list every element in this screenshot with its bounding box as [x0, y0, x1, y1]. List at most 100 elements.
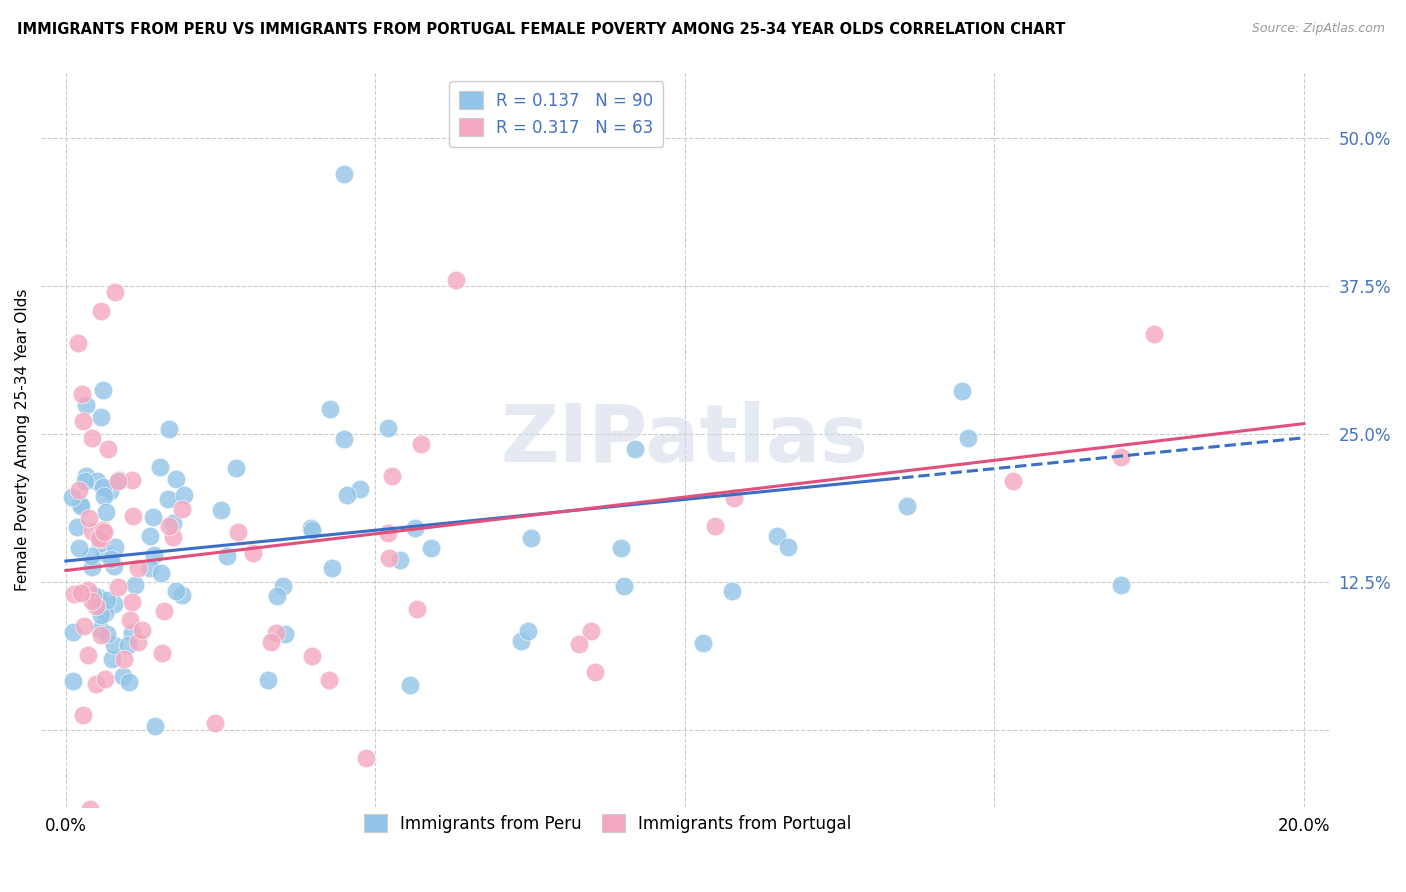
Point — [260, 634, 283, 648]
Point — [103, 597, 125, 611]
Point — [404, 520, 426, 534]
Point — [89, 622, 111, 636]
Point — [157, 519, 180, 533]
Point — [411, 437, 433, 451]
Point — [209, 503, 232, 517]
Point — [720, 583, 742, 598]
Point — [107, 474, 129, 488]
Point — [97, 442, 120, 456]
Point — [170, 502, 193, 516]
Point — [75, 398, 97, 412]
Point — [333, 167, 356, 181]
Point — [517, 624, 540, 638]
Point — [157, 492, 180, 507]
Point — [419, 541, 441, 555]
Text: Source: ZipAtlas.com: Source: ZipAtlas.com — [1251, 22, 1385, 36]
Point — [520, 531, 543, 545]
Point — [80, 524, 103, 538]
Point — [89, 536, 111, 550]
Point — [87, 531, 110, 545]
Point — [117, 638, 139, 652]
Point — [165, 583, 187, 598]
Y-axis label: Female Poverty Among 25-34 Year Olds: Female Poverty Among 25-34 Year Olds — [15, 289, 30, 591]
Point — [66, 519, 89, 533]
Point — [91, 384, 114, 398]
Point — [150, 646, 173, 660]
Point — [67, 483, 90, 498]
Point — [333, 433, 356, 447]
Point — [96, 626, 118, 640]
Point — [77, 582, 100, 597]
Point — [93, 480, 115, 494]
Point — [299, 521, 322, 535]
Point — [444, 273, 467, 287]
Point — [69, 586, 91, 600]
Point — [63, 587, 86, 601]
Point — [89, 533, 111, 548]
Point — [93, 606, 115, 620]
Point — [1002, 474, 1025, 488]
Point — [225, 461, 247, 475]
Point — [86, 599, 108, 613]
Point — [121, 626, 143, 640]
Point — [93, 546, 115, 560]
Point — [66, 335, 89, 350]
Point — [1109, 450, 1132, 464]
Point — [266, 589, 288, 603]
Point — [336, 488, 359, 502]
Point — [69, 497, 91, 511]
Point — [610, 541, 633, 556]
Point — [82, 589, 104, 603]
Point — [70, 500, 93, 514]
Point — [723, 491, 745, 505]
Point — [766, 529, 789, 543]
Point — [318, 673, 340, 687]
Point — [84, 677, 107, 691]
Point — [104, 285, 127, 299]
Point — [956, 431, 979, 445]
Point — [73, 619, 96, 633]
Point — [87, 590, 110, 604]
Point — [165, 471, 187, 485]
Point — [111, 669, 134, 683]
Point — [896, 499, 918, 513]
Point — [321, 561, 343, 575]
Point — [950, 384, 973, 399]
Point — [120, 613, 142, 627]
Point — [381, 468, 404, 483]
Point — [72, 707, 94, 722]
Point — [101, 652, 124, 666]
Point — [274, 626, 297, 640]
Point — [107, 580, 129, 594]
Point — [131, 623, 153, 637]
Point — [117, 674, 139, 689]
Point — [215, 549, 238, 563]
Point — [139, 529, 162, 543]
Point — [692, 636, 714, 650]
Point — [93, 524, 115, 539]
Text: ZIPatlas: ZIPatlas — [501, 401, 869, 479]
Point — [153, 604, 176, 618]
Point — [90, 304, 112, 318]
Point — [510, 633, 533, 648]
Point — [90, 608, 112, 623]
Point — [568, 637, 591, 651]
Point — [77, 648, 100, 663]
Point — [75, 469, 97, 483]
Point — [149, 460, 172, 475]
Point — [62, 491, 84, 505]
Point — [256, 673, 278, 687]
Point — [100, 552, 122, 566]
Point — [80, 549, 103, 564]
Point — [103, 559, 125, 574]
Point — [82, 560, 104, 574]
Point — [301, 523, 323, 537]
Point — [104, 540, 127, 554]
Point — [170, 588, 193, 602]
Point — [138, 560, 160, 574]
Point — [96, 593, 118, 607]
Point — [127, 635, 149, 649]
Point — [121, 473, 143, 487]
Point — [127, 561, 149, 575]
Point — [354, 751, 377, 765]
